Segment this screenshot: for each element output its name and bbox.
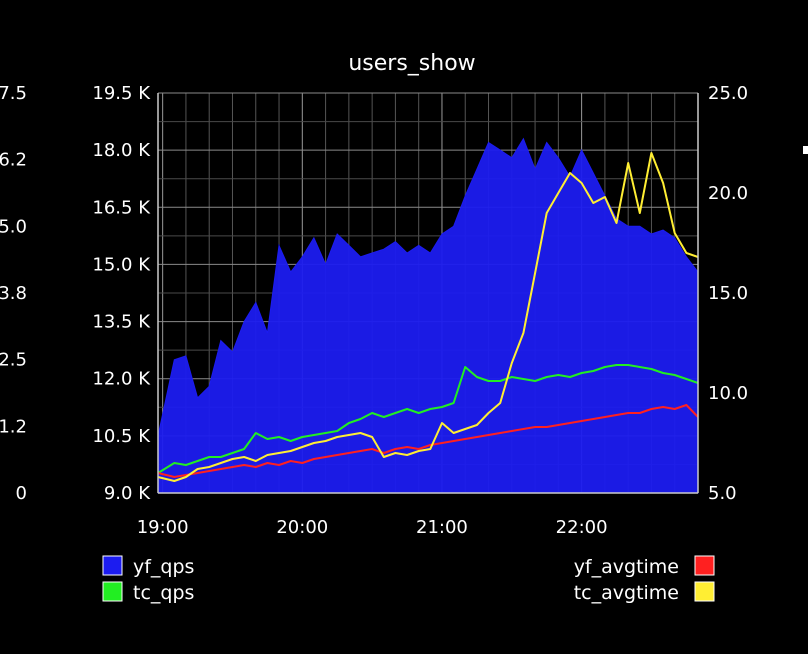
y-left-tick-label: 16.5 K xyxy=(92,197,151,218)
legend-label-yf-qps: yf_qps xyxy=(133,556,194,578)
adjacent-chart-tick-label: 1.2 xyxy=(0,416,27,437)
y-right-tick-label: 15.0 xyxy=(708,283,748,304)
y-right-tick-label: 25.0 xyxy=(708,83,748,104)
adjacent-chart-tick-label: 7.5 xyxy=(0,83,27,104)
adjacent-chart-tick-label: 2.5 xyxy=(0,350,27,371)
y-left-tick-label: 12.0 K xyxy=(92,369,151,390)
legend-swatch-yf-qps xyxy=(102,555,123,576)
y-right-tick-label: 10.0 xyxy=(708,383,748,404)
adjacent-chart-fragment xyxy=(803,146,808,154)
legend-swatch-yf-avgtime xyxy=(694,555,715,576)
y-left-tick-label: 13.5 K xyxy=(92,312,151,333)
adjacent-chart-tick-label: 3.8 xyxy=(0,283,27,304)
y-left-tick-label: 9.0 K xyxy=(104,483,151,504)
adjacent-chart-tick-label: 6.2 xyxy=(0,150,27,171)
y-right-tick-label: 5.0 xyxy=(708,483,737,504)
series-tc-avgtime-line xyxy=(157,152,699,482)
legend-label-tc-avgtime: tc_avgtime xyxy=(574,582,679,604)
legend-swatch-tc-qps xyxy=(102,581,123,602)
y-left-tick-label: 10.5 K xyxy=(92,426,151,447)
y-left-tick-label: 18.0 K xyxy=(92,140,151,161)
y-right-tick-label: 20.0 xyxy=(708,183,748,204)
x-tick-label: 19:00 xyxy=(137,517,189,538)
x-tick-label: 21:00 xyxy=(416,517,468,538)
series-yf-avgtime-line xyxy=(157,404,699,478)
x-tick-label: 20:00 xyxy=(276,517,328,538)
legend-label-tc-qps: tc_qps xyxy=(133,582,194,604)
series-yf-qps-area xyxy=(157,137,699,494)
series-tc-qps-line xyxy=(157,364,699,474)
x-tick-label: 22:00 xyxy=(556,517,608,538)
y-left-tick-label: 19.5 K xyxy=(92,83,151,104)
legend-swatch-tc-avgtime xyxy=(694,581,715,602)
y-left-tick-label: 15.0 K xyxy=(92,254,151,275)
chart-title: users_show xyxy=(348,51,475,76)
adjacent-chart-tick-label: 0 xyxy=(16,483,27,504)
legend-label-yf-avgtime: yf_avgtime xyxy=(574,556,679,578)
adjacent-chart-tick-label: 5.0 xyxy=(0,216,27,237)
